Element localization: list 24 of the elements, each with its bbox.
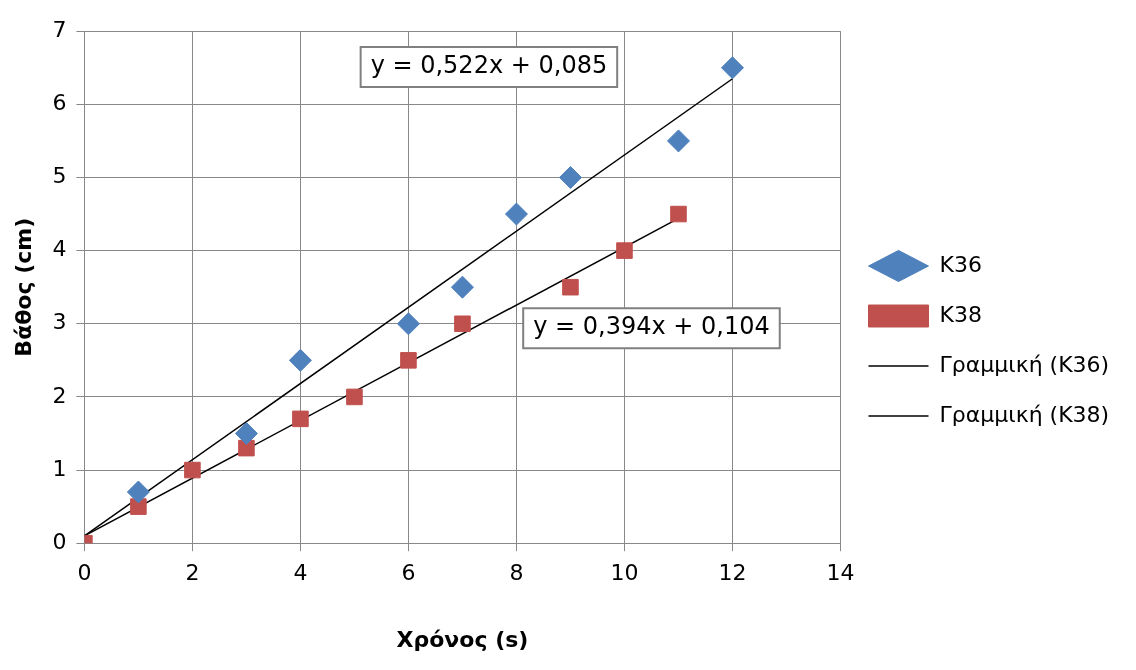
y-tick-label: 2 <box>52 382 67 408</box>
y-tick-label: 4 <box>52 236 67 262</box>
x-tick-label: 10 <box>610 560 639 586</box>
y-tick-label: 0 <box>52 528 67 554</box>
annotation: y = 0,522x + 0,085 <box>370 51 608 80</box>
legend-label: Κ36 <box>939 251 982 277</box>
x-tick-label: 8 <box>509 560 524 586</box>
y-tick-label: 3 <box>52 309 67 335</box>
x-tick-label: 14 <box>826 560 855 586</box>
y-tick-label: 7 <box>52 16 67 42</box>
x-axis-title: Χρόνος (s) <box>396 626 529 652</box>
x-tick-label: 4 <box>293 560 308 586</box>
legend-label: Κ38 <box>939 301 982 327</box>
y-tick-label: 5 <box>52 163 67 189</box>
y-axis-title: Βάθος (cm) <box>10 217 36 357</box>
y-tick-label: 1 <box>52 455 67 481</box>
y-tick-label: 6 <box>52 90 67 116</box>
x-tick-label: 12 <box>718 560 747 586</box>
x-tick-label: 6 <box>401 560 416 586</box>
x-tick-label: 2 <box>185 560 200 586</box>
annotation: y = 0,394x + 0,104 <box>533 312 770 341</box>
legend-label: Γραμμική (Κ36) <box>939 351 1110 377</box>
legend-label: Γραμμική (Κ38) <box>939 401 1110 427</box>
x-tick-label: 0 <box>77 560 92 586</box>
